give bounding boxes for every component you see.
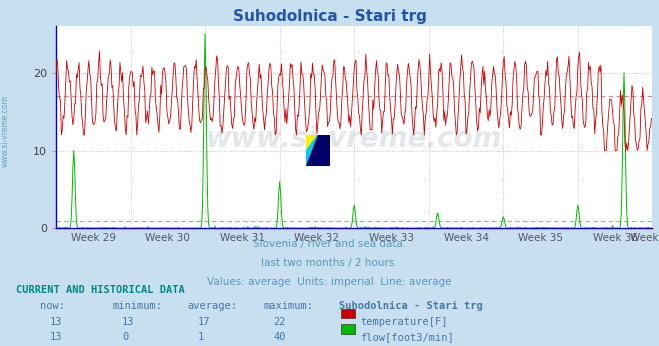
Text: www.si-vreme.com: www.si-vreme.com (206, 125, 502, 153)
Text: 13: 13 (122, 317, 134, 327)
Text: Slovenia / river and sea data.: Slovenia / river and sea data. (253, 239, 406, 249)
Text: now:: now: (40, 301, 65, 311)
Text: temperature[F]: temperature[F] (360, 317, 448, 327)
Polygon shape (306, 135, 330, 166)
Text: 22: 22 (273, 317, 286, 327)
Polygon shape (306, 135, 318, 151)
Text: minimum:: minimum: (112, 301, 162, 311)
Text: flow[foot3/min]: flow[foot3/min] (360, 332, 454, 342)
Text: CURRENT AND HISTORICAL DATA: CURRENT AND HISTORICAL DATA (16, 285, 185, 295)
Text: www.si-vreme.com: www.si-vreme.com (1, 95, 10, 167)
Text: maximum:: maximum: (264, 301, 314, 311)
Text: 40: 40 (273, 332, 286, 342)
Text: last two months / 2 hours.: last two months / 2 hours. (261, 258, 398, 268)
Text: 0: 0 (122, 332, 128, 342)
Polygon shape (306, 135, 330, 166)
Text: 13: 13 (49, 332, 62, 342)
Text: 13: 13 (49, 317, 62, 327)
Text: Suhodolnica - Stari trg: Suhodolnica - Stari trg (339, 301, 483, 311)
Text: Values: average  Units: imperial  Line: average: Values: average Units: imperial Line: av… (207, 277, 452, 287)
Text: 17: 17 (198, 317, 210, 327)
Text: Suhodolnica - Stari trg: Suhodolnica - Stari trg (233, 9, 426, 24)
Text: average:: average: (188, 301, 238, 311)
Text: 1: 1 (198, 332, 204, 342)
